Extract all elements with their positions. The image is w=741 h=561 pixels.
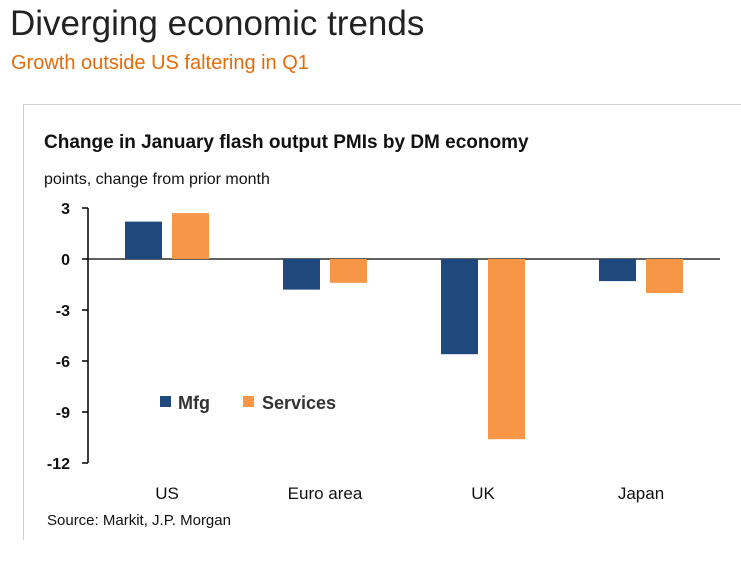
- legend-label-mfg: Mfg: [178, 393, 210, 413]
- y-axis: 3 0 -3 -6 -9 -12: [47, 201, 720, 473]
- bar-mfg-japan: [599, 259, 636, 282]
- bar-services-japan: [646, 259, 683, 293]
- legend: Mfg Services: [160, 393, 336, 413]
- bars: [125, 213, 683, 440]
- chart-title: Change in January flash output PMIs by D…: [44, 132, 529, 153]
- x-category-label: UK: [471, 484, 495, 503]
- y-tick-label: -3: [56, 303, 70, 320]
- bar-mfg-uk: [441, 259, 478, 355]
- legend-swatch-services: [243, 396, 254, 407]
- bar-mfg-euro-area: [283, 259, 320, 290]
- slide-subtitle: Growth outside US faltering in Q1: [11, 52, 309, 74]
- y-tick-label: -6: [56, 354, 70, 371]
- legend-swatch-mfg: [160, 396, 171, 407]
- bar-mfg-us: [125, 221, 162, 259]
- bar-services-us: [172, 213, 209, 259]
- bar-services-uk: [488, 259, 525, 440]
- source-note: Source: Markit, J.P. Morgan: [47, 512, 231, 529]
- y-tick-label: -12: [47, 456, 70, 473]
- y-tick-label: -9: [56, 405, 70, 422]
- panel-border-left: [23, 104, 24, 540]
- y-tick-label: 3: [61, 201, 70, 218]
- panel-border-top: [23, 104, 741, 105]
- x-axis-labels: US Euro area UK Japan: [155, 484, 664, 503]
- bar-services-euro-area: [330, 259, 367, 283]
- x-category-label: Japan: [618, 484, 664, 503]
- y-tick-label: 0: [61, 252, 70, 269]
- x-category-label: US: [155, 484, 179, 503]
- legend-label-services: Services: [262, 393, 336, 413]
- x-category-label: Euro area: [288, 484, 363, 503]
- chart-subtitle: points, change from prior month: [44, 171, 270, 188]
- slide-title: Diverging economic trends: [10, 4, 425, 43]
